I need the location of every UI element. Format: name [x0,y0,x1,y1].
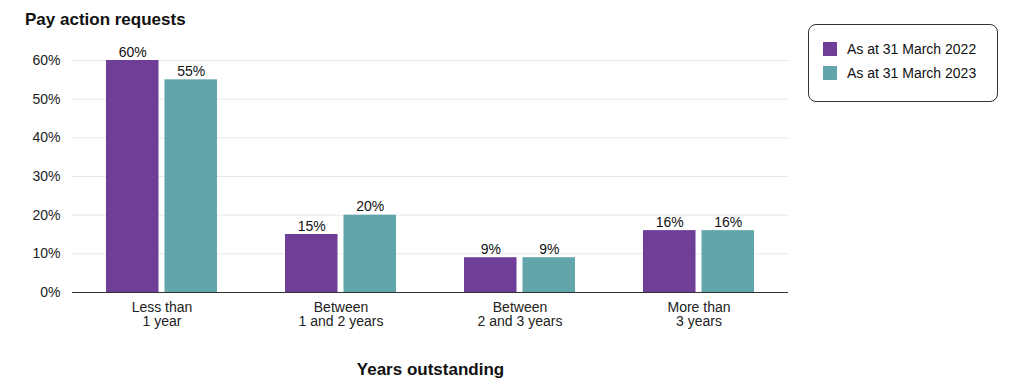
svg-text:60%: 60% [32,52,60,68]
svg-text:20%: 20% [32,207,60,223]
svg-text:55%: 55% [177,63,205,79]
svg-text:60%: 60% [119,44,147,60]
svg-text:9%: 9% [539,241,559,257]
svg-text:16%: 16% [656,214,684,230]
svg-text:0%: 0% [40,284,60,300]
svg-text:Between2 and 3 years: Between2 and 3 years [478,299,563,329]
svg-text:50%: 50% [32,91,60,107]
svg-text:40%: 40% [32,129,60,145]
svg-text:10%: 10% [32,245,60,261]
svg-text:16%: 16% [714,214,742,230]
svg-text:More than3 years: More than3 years [667,299,730,329]
svg-text:Years outstanding: Years outstanding [357,360,504,379]
svg-text:Less than1 year: Less than1 year [132,299,193,329]
html-text:Pay action requests: Pay action requests [25,10,186,29]
svg-text:20%: 20% [356,198,384,214]
svg-text:Between1 and 2 years: Between1 and 2 years [299,299,384,329]
svg-text:15%: 15% [298,218,326,234]
html-text:As at 31 March 2022: As at 31 March 2022 [847,41,977,57]
html-text:As at 31 March 2023: As at 31 March 2023 [847,65,977,81]
svg-text:9%: 9% [481,241,501,257]
svg-text:30%: 30% [32,168,60,184]
